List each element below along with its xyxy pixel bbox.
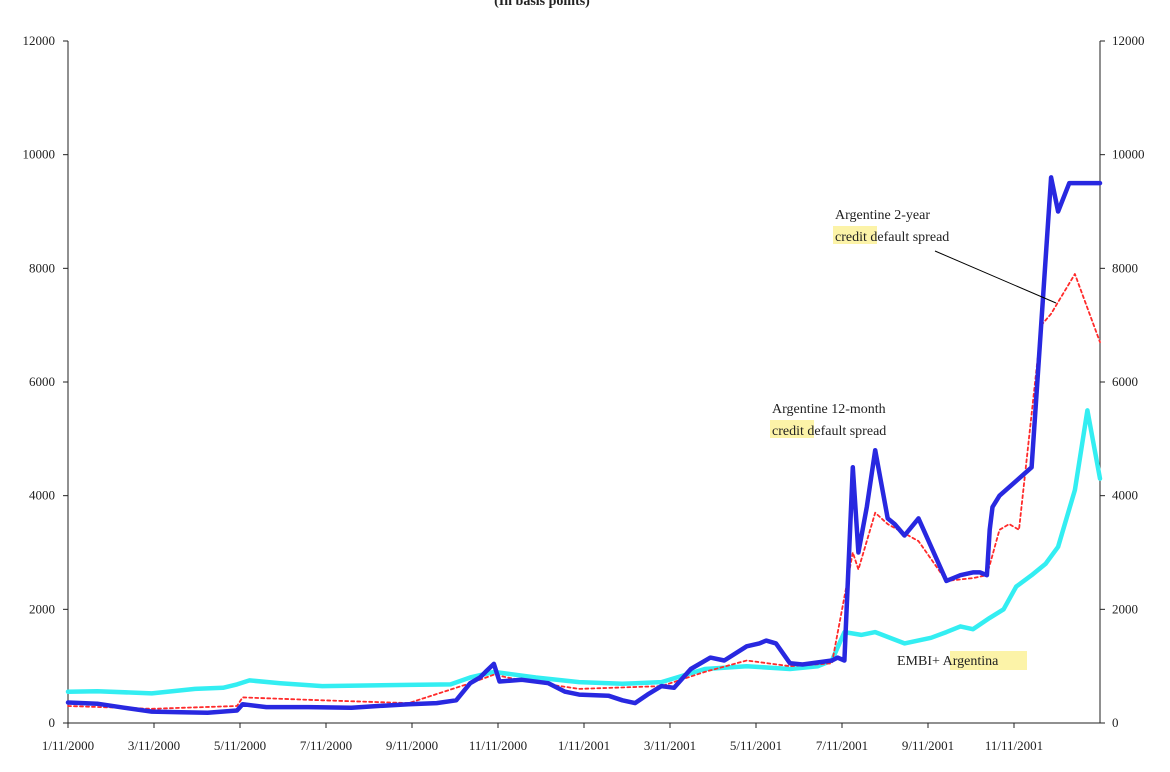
x-tick-label: 1/11/2001 xyxy=(558,738,610,753)
cds-12m-label: Argentine 12-month credit default spread xyxy=(770,402,886,439)
left-y-tick-label: 8000 xyxy=(29,260,55,275)
right-y-ticks: 0 2000 4000 6000 8000 10000 12000 xyxy=(1100,33,1145,730)
embi-argentina-line xyxy=(65,408,1103,696)
cds-2y-line xyxy=(67,273,1101,710)
x-tick-label: 1/11/2000 xyxy=(42,738,94,753)
cds-2y-leader-line xyxy=(934,250,1057,304)
right-y-tick-label: 12000 xyxy=(1112,33,1145,48)
right-y-tick-label: 2000 xyxy=(1112,601,1138,616)
right-y-tick-label: 10000 xyxy=(1112,147,1145,162)
cds-12m-label-line-2: credit default spread xyxy=(772,424,886,439)
x-ticks: 1/11/2000 3/11/2000 5/11/2000 7/11/2000 9/11… xyxy=(42,723,1043,753)
left-y-tick-label: 4000 xyxy=(29,488,55,503)
left-y-tick-label: 0 xyxy=(49,715,56,730)
cds-12m-label-line-1: Argentine 12-month xyxy=(772,402,886,417)
cds-12m-line xyxy=(65,175,1103,716)
right-y-tick-label: 0 xyxy=(1112,715,1119,730)
x-tick-label: 3/11/2000 xyxy=(128,738,180,753)
right-y-tick-label: 4000 xyxy=(1112,488,1138,503)
x-tick-label: 11/11/2001 xyxy=(985,738,1043,753)
series-layer xyxy=(65,175,1103,716)
embi-highlight xyxy=(950,651,1027,670)
embi-label: EMBI+ Argentina xyxy=(897,651,1027,670)
left-y-tick-label: 10000 xyxy=(23,147,56,162)
x-tick-label: 5/11/2000 xyxy=(214,738,266,753)
chart-subtitle: (In basis points) xyxy=(494,0,590,9)
cds-2y-highlight xyxy=(833,226,877,244)
left-y-tick-label: 12000 xyxy=(23,33,56,48)
left-y-ticks: 0 2000 4000 6000 8000 10000 12000 xyxy=(23,33,68,730)
cds-2y-label: Argentine 2-year credit default spread xyxy=(833,208,949,245)
right-y-tick-label: 6000 xyxy=(1112,374,1138,389)
cds-2y-label-line-2: credit default spread xyxy=(835,230,949,245)
plot-frame xyxy=(67,41,1101,724)
x-tick-label: 3/11/2001 xyxy=(644,738,696,753)
left-y-tick-label: 6000 xyxy=(29,374,55,389)
x-tick-label: 5/11/2001 xyxy=(730,738,782,753)
embi-label-text: EMBI+ Argentina xyxy=(897,654,999,669)
x-tick-label: 11/11/2000 xyxy=(469,738,527,753)
x-tick-label: 9/11/2001 xyxy=(902,738,954,753)
right-y-tick-label: 8000 xyxy=(1112,260,1138,275)
x-tick-label: 9/11/2000 xyxy=(386,738,438,753)
cds-12m-highlight xyxy=(770,420,814,438)
x-tick-label: 7/11/2000 xyxy=(300,738,352,753)
x-tick-label: 7/11/2001 xyxy=(816,738,868,753)
cds-2y-label-line-1: Argentine 2-year xyxy=(835,208,930,223)
left-y-tick-label: 2000 xyxy=(29,601,55,616)
